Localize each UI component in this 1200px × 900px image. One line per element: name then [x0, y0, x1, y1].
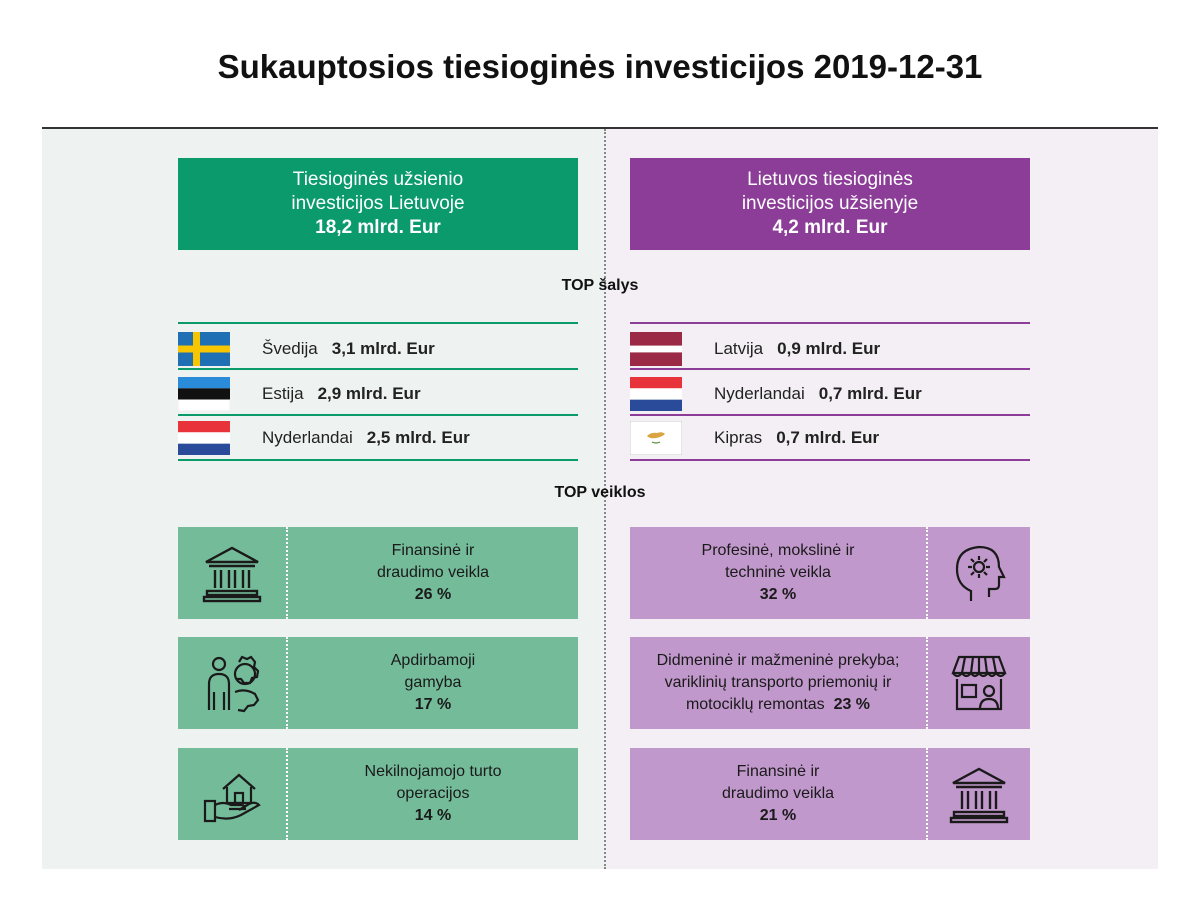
outbound-investment-header: Lietuvos tiesioginės investicijos užsien… [630, 158, 1030, 250]
activity-line-with-percent: motociklų remontas 23 % [686, 694, 870, 716]
right-panel-background [605, 129, 1158, 869]
country-name: Estija [262, 383, 304, 403]
activity-separator [286, 527, 288, 619]
top-countries-label: TOP šalys [561, 277, 639, 294]
activity-line: draudimo veikla [376, 564, 490, 581]
activity-text: Profesinė, mokslinė ir techninė veikla 3… [630, 527, 926, 619]
activity-separator [286, 748, 288, 840]
activity-text: Apdirbamoji gamyba 17 % [288, 637, 578, 729]
center-divider [604, 129, 606, 869]
netherlands-flag-icon [630, 376, 682, 411]
outbound-header-line1: Lietuvos tiesioginės [747, 169, 913, 190]
bank-icon [178, 527, 286, 619]
country-row: Nyderlandai 0,7 mlrd. Eur [630, 371, 922, 416]
country-divider [630, 414, 1030, 416]
house-hand-icon [178, 748, 286, 840]
activity-line: gamyba [404, 674, 462, 691]
outbound-total-amount: 4,2 mlrd. Eur [772, 217, 888, 238]
activity-text: Nekilnojamojo turto operacijos 14 % [288, 748, 578, 840]
activity-percent: 21 % [759, 807, 797, 824]
country-row: Latvija 0,9 mlrd. Eur [630, 326, 880, 371]
country-amount: 0,7 mlrd. Eur [776, 427, 880, 447]
country-divider [178, 459, 578, 461]
activity-line: motociklų remontas [685, 696, 825, 713]
latvia-flag-icon [630, 331, 682, 366]
title-divider [42, 127, 1158, 129]
activity-separator [926, 637, 928, 729]
country-divider [178, 368, 578, 370]
activity-percent: 14 % [414, 807, 452, 824]
country-name: Nyderlandai [262, 427, 353, 447]
country-amount: 3,1 mlrd. Eur [331, 338, 435, 358]
country-name: Latvija [714, 338, 764, 358]
country-divider [630, 459, 1030, 461]
activity-line: Finansinė ir [391, 542, 475, 559]
country-amount: 2,5 mlrd. Eur [366, 427, 470, 447]
page-title: Sukauptosios tiesioginės investicijos 20… [217, 48, 983, 85]
activity-line: draudimo veikla [721, 785, 835, 802]
activity-text: Finansinė ir draudimo veikla 21 % [630, 748, 926, 840]
activity-separator [926, 527, 928, 619]
activity-card: Finansinė ir draudimo veikla 21 % [630, 748, 1030, 840]
country-row: Nyderlandai 2,5 mlrd. Eur [178, 415, 470, 460]
country-name: Nyderlandai [714, 383, 805, 403]
sweden-flag-icon [178, 331, 230, 366]
top-activities-label: TOP veiklos [554, 484, 646, 501]
head-gear-icon [928, 527, 1030, 619]
activity-line: Nekilnojamojo turto [364, 763, 502, 780]
activity-line: variklinių transporto priemonių ir [664, 674, 892, 691]
country-name: Švedija [262, 338, 318, 358]
activity-card: Nekilnojamojo turto operacijos 14 % [178, 748, 578, 840]
country-row: Švedija 3,1 mlrd. Eur [178, 326, 435, 371]
activity-text: Finansinė ir draudimo veikla 26 % [288, 527, 578, 619]
activity-card: Didmeninė ir mažmeninė prekyba; variklin… [630, 637, 1030, 729]
country-row: Kipras 0,7 mlrd. Eur [630, 415, 879, 460]
activity-card: Profesinė, mokslinė ir techninė veikla 3… [630, 527, 1030, 619]
activity-separator [286, 637, 288, 729]
country-divider [178, 414, 578, 416]
activity-percent: 26 % [414, 586, 452, 603]
country-name: Kipras [714, 427, 763, 447]
activity-line: Didmeninė ir mažmeninė prekyba; [656, 652, 900, 669]
cyprus-flag-icon [630, 420, 682, 455]
bank-icon [928, 748, 1030, 840]
activity-line: Apdirbamoji [390, 652, 476, 669]
activity-percent: 23 % [833, 696, 871, 713]
activity-percent: 32 % [759, 586, 797, 603]
netherlands-flag-icon [178, 420, 230, 455]
inbound-header-line1: Tiesioginės užsienio [292, 169, 464, 190]
left-panel-background [42, 129, 605, 869]
country-divider [630, 322, 1030, 324]
activity-card: Apdirbamoji gamyba 17 % [178, 637, 578, 729]
estonia-flag-icon [178, 376, 230, 411]
activity-card: Finansinė ir draudimo veikla 26 % [178, 527, 578, 619]
country-row: Estija 2,9 mlrd. Eur [178, 371, 421, 416]
shop-icon [928, 637, 1030, 729]
inbound-investment-header: Tiesioginės užsienio investicijos Lietuv… [178, 158, 578, 250]
activity-percent: 17 % [414, 696, 452, 713]
inbound-header-line2: investicijos Lietuvoje [291, 193, 465, 214]
activity-line: techninė veikla [725, 564, 831, 581]
activity-line: Finansinė ir [736, 763, 820, 780]
country-amount: 0,7 mlrd. Eur [818, 383, 922, 403]
worker-gear-icon [178, 637, 286, 729]
country-amount: 0,9 mlrd. Eur [777, 338, 881, 358]
inbound-total-amount: 18,2 mlrd. Eur [315, 217, 441, 238]
outbound-header-line2: investicijos užsienyje [741, 193, 919, 214]
activity-line: Profesinė, mokslinė ir [701, 542, 855, 559]
activity-separator [926, 748, 928, 840]
country-amount: 2,9 mlrd. Eur [317, 383, 421, 403]
country-divider [178, 322, 578, 324]
activity-text: Didmeninė ir mažmeninė prekyba; variklin… [630, 637, 926, 729]
country-divider [630, 368, 1030, 370]
activity-line: operacijos [396, 785, 470, 802]
